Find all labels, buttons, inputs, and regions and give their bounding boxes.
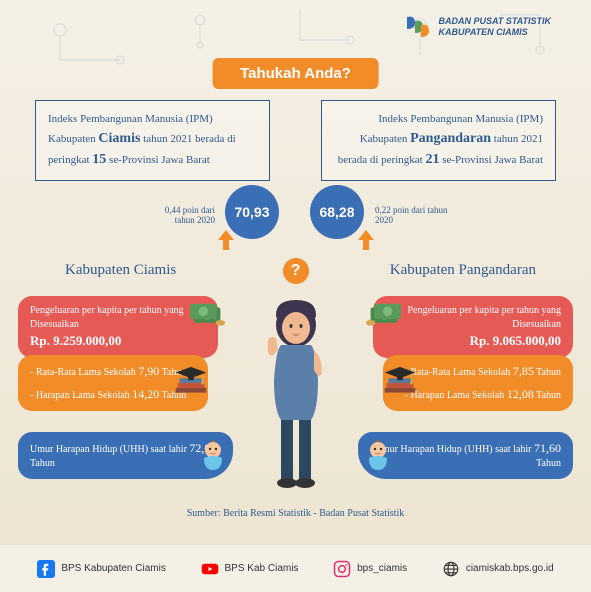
ipm-score-pangandaran: 68,28 — [310, 185, 364, 239]
region-title-ciamis: Kabupaten Ciamis — [65, 262, 176, 279]
up-arrow-icon — [218, 230, 234, 250]
money-icon — [190, 300, 228, 329]
bps-logo-icon — [403, 15, 431, 39]
facebook-icon — [37, 560, 55, 578]
baby-icon — [196, 438, 230, 472]
money-icon — [363, 300, 401, 329]
youtube-icon — [201, 560, 219, 578]
footer-youtube[interactable]: BPS Kab Ciamis — [201, 560, 299, 578]
graduation-books-icon — [379, 363, 421, 401]
fact-box-pangandaran: Indeks Pembangunan Manusia (IPM) Kabupat… — [321, 100, 556, 181]
globe-icon — [442, 560, 460, 578]
thinking-woman-illustration — [246, 290, 346, 490]
footer-website[interactable]: ciamiskab.bps.go.id — [442, 560, 554, 578]
footer-instagram[interactable]: bps_ciamis — [333, 560, 407, 578]
org-name-line1: BADAN PUSAT STATISTIK — [439, 16, 552, 27]
graduation-books-icon — [170, 363, 212, 401]
header: BADAN PUSAT STATISTIK KABUPATEN CIAMIS — [403, 15, 552, 39]
baby-icon — [361, 438, 395, 472]
fact-box-ciamis: Indeks Pembangunan Manusia (IPM) Kabupat… — [35, 100, 270, 181]
delta-pangandaran: 0,22 poin dari tahun 2020 — [375, 205, 455, 225]
org-name-line2: KABUPATEN CIAMIS — [439, 27, 552, 38]
source-text: Sumber: Berita Resmi Statistik - Badan P… — [187, 508, 405, 519]
footer: BPS Kabupaten Ciamis BPS Kab Ciamis bps_… — [0, 544, 591, 592]
instagram-icon — [333, 560, 351, 578]
footer-facebook[interactable]: BPS Kabupaten Ciamis — [37, 560, 166, 578]
card-spending-pangandaran: Pengeluaran per kapita per tahun yang Di… — [373, 296, 573, 358]
region-title-pangandaran: Kabupaten Pangandaran — [390, 262, 536, 279]
card-spending-ciamis: Pengeluaran per kapita per tahun yang Di… — [18, 296, 218, 358]
up-arrow-icon — [358, 230, 374, 250]
delta-ciamis: 0,44 poin dari tahun 2020 — [145, 205, 215, 225]
question-mark-icon: ? — [283, 258, 309, 284]
title-banner: Tahukah Anda? — [212, 58, 379, 89]
